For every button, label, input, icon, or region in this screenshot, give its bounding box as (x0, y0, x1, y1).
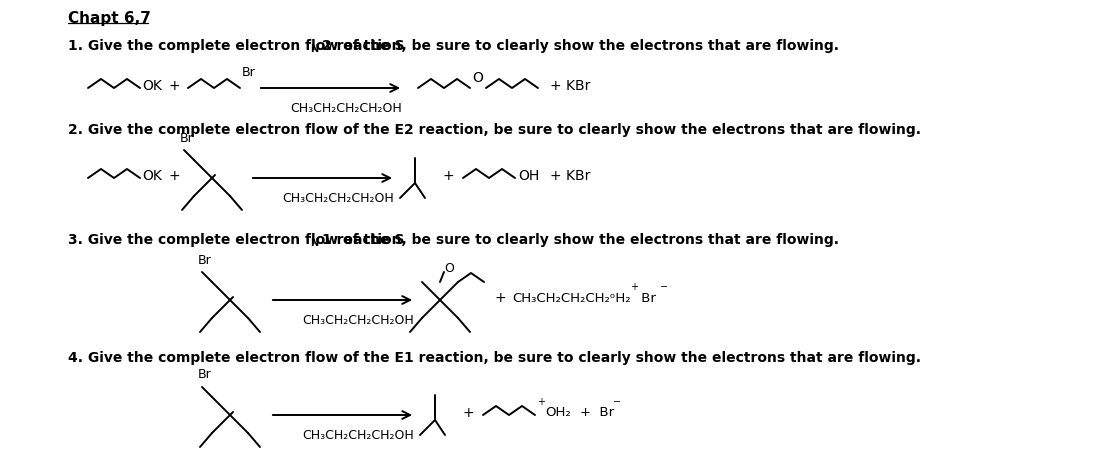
Text: +: + (630, 282, 638, 292)
Text: CH₃CH₂CH₂CH₂OH: CH₃CH₂CH₂CH₂OH (290, 102, 402, 115)
Text: Br: Br (198, 368, 211, 382)
Text: Br: Br (242, 65, 256, 78)
Text: +: + (495, 291, 507, 305)
Text: OK: OK (142, 169, 162, 183)
Text: + KBr: + KBr (550, 169, 590, 183)
Text: CH₃CH₂CH₂CH₂OH: CH₃CH₂CH₂CH₂OH (302, 314, 414, 327)
Text: −: − (660, 282, 668, 292)
Text: 1 reaction, be sure to clearly show the electrons that are flowing.: 1 reaction, be sure to clearly show the … (322, 233, 839, 247)
Text: Br: Br (198, 253, 211, 266)
Text: CH₃CH₂CH₂CH₂OH: CH₃CH₂CH₂CH₂OH (302, 429, 414, 442)
Text: N: N (310, 44, 319, 54)
Text: Br: Br (180, 132, 194, 144)
Text: CH₃CH₂CH₂CH₂ᵒH₂: CH₃CH₂CH₂CH₂ᵒH₂ (512, 291, 631, 305)
Text: N: N (310, 238, 319, 248)
Text: O: O (472, 71, 483, 85)
Text: +: + (443, 169, 454, 183)
Text: OH₂: OH₂ (545, 407, 570, 420)
Text: −: − (613, 397, 621, 407)
Text: OH: OH (518, 169, 539, 183)
Text: OK: OK (142, 79, 162, 93)
Text: 2. Give the complete electron flow of the E2 reaction, be sure to clearly show t: 2. Give the complete electron flow of th… (68, 123, 921, 137)
Text: Br: Br (637, 291, 656, 305)
Text: 3. Give the complete electron flow of the S: 3. Give the complete electron flow of th… (68, 233, 404, 247)
Text: 4. Give the complete electron flow of the E1 reaction, be sure to clearly show t: 4. Give the complete electron flow of th… (68, 351, 921, 365)
Text: O: O (443, 261, 453, 274)
Text: +: + (168, 169, 180, 183)
Text: +  Br: + Br (580, 407, 614, 420)
Text: + KBr: + KBr (550, 79, 590, 93)
Text: +: + (168, 79, 180, 93)
Text: CH₃CH₂CH₂CH₂OH: CH₃CH₂CH₂CH₂OH (283, 192, 394, 205)
Text: Chapt 6,7: Chapt 6,7 (68, 10, 151, 25)
Text: +: + (537, 397, 545, 407)
Text: 1. Give the complete electron flow of the S: 1. Give the complete electron flow of th… (68, 39, 404, 53)
Text: +: + (463, 406, 474, 420)
Text: 2 reaction, be sure to clearly show the electrons that are flowing.: 2 reaction, be sure to clearly show the … (322, 39, 839, 53)
